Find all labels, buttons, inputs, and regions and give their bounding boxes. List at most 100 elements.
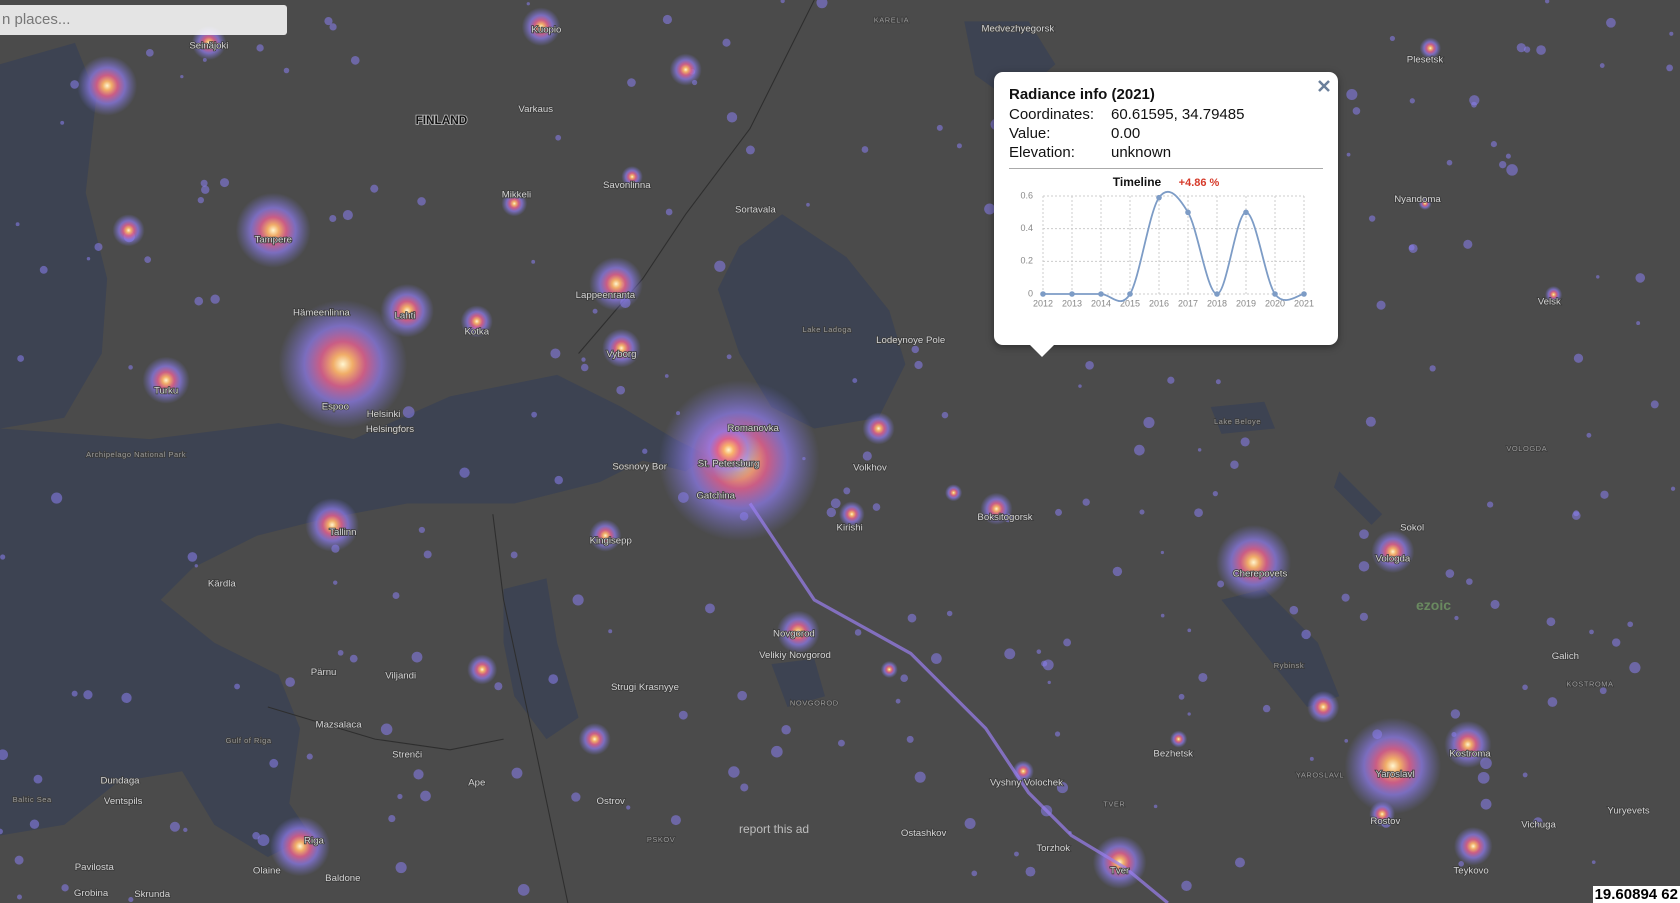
chart-annotation: +4.86 % <box>1179 177 1220 189</box>
light-dot <box>337 649 344 656</box>
light-dot <box>1599 687 1607 695</box>
light-dot <box>418 526 425 534</box>
place-label: Torzhok <box>1036 843 1070 854</box>
light-dot <box>285 677 295 687</box>
light-dot <box>14 855 24 865</box>
place-label: Tallinn <box>329 527 356 538</box>
field-label: Coordinates: <box>1009 106 1095 123</box>
light-dot <box>1480 798 1492 810</box>
light-dot <box>397 793 403 800</box>
light-dot <box>531 411 538 418</box>
light-dot <box>1025 866 1036 877</box>
place-label: Archipelago National Park <box>86 450 186 459</box>
place-label: Vichuga <box>1521 819 1556 830</box>
light-dot <box>1463 239 1473 249</box>
light-dot <box>728 766 740 778</box>
light-dot <box>1516 43 1526 53</box>
light-dot <box>342 210 353 221</box>
light-dot <box>252 831 260 840</box>
light-dot <box>900 674 909 683</box>
city-glow <box>1344 717 1442 815</box>
light-dot <box>616 385 626 395</box>
place-label: FINLAND <box>416 114 468 127</box>
place-label: Boksitogorsk <box>977 512 1032 523</box>
data-point <box>1214 291 1220 297</box>
y-tick-label: 0 <box>1028 288 1033 298</box>
light-dot <box>1666 64 1673 72</box>
place-label: Lahti <box>395 311 416 322</box>
light-dot <box>1629 662 1641 674</box>
light-dot <box>1054 731 1061 737</box>
light-dot <box>1506 164 1518 176</box>
light-dot <box>1573 353 1584 363</box>
close-button[interactable] <box>1316 78 1332 94</box>
light-dot <box>71 690 78 697</box>
popup-tail <box>1030 345 1054 357</box>
light-dot <box>1669 31 1674 36</box>
report-ad-link[interactable]: report this ad <box>739 822 810 836</box>
light-dot <box>626 805 631 810</box>
place-label: PSKOV <box>647 835 675 844</box>
water <box>0 21 1383 857</box>
light-dot <box>550 348 561 359</box>
light-dot <box>1589 629 1594 635</box>
light-dot <box>1490 141 1497 148</box>
place-label: Strugi Krasnyye <box>611 682 679 693</box>
place-label: Strenči <box>392 750 422 761</box>
light-dot <box>1289 605 1299 615</box>
light-dot <box>392 592 400 600</box>
place-label: Gulf of Riga <box>226 736 272 745</box>
x-tick-label: 2019 <box>1236 298 1256 308</box>
place-label: Volkhov <box>853 463 887 474</box>
light-dot <box>1359 529 1369 540</box>
light-dot <box>662 14 673 25</box>
light-dot <box>269 758 279 768</box>
light-dot <box>714 260 726 272</box>
place-label: Pavilosta <box>75 862 115 873</box>
ad-badge[interactable]: ezoic <box>1416 597 1452 613</box>
place-label: Velsk <box>1538 297 1561 308</box>
light-dot <box>180 74 184 79</box>
light-dot <box>1600 490 1609 499</box>
light-dot <box>838 739 845 747</box>
light-dot <box>780 0 785 4</box>
city-glow <box>1453 826 1493 866</box>
light-dot <box>1650 400 1659 409</box>
light-dot <box>781 725 791 735</box>
city-glow <box>880 660 898 679</box>
place-label: Galich <box>1552 651 1579 662</box>
city-glow <box>112 214 145 247</box>
light-dot <box>329 23 337 31</box>
place-label: Riga <box>304 835 324 846</box>
light-dot <box>1368 215 1376 222</box>
city-glow <box>1545 286 1563 304</box>
light-dot <box>511 767 523 779</box>
place-label: Lappeenranta <box>576 290 636 301</box>
light-dot <box>1194 508 1203 518</box>
place-label: Yuryevets <box>1607 805 1649 816</box>
city-glow <box>1419 37 1442 59</box>
light-dot <box>1153 804 1158 809</box>
light-dot <box>0 554 6 560</box>
x-tick-label: 2018 <box>1207 298 1227 308</box>
place-label: NOVGOROD <box>790 699 839 708</box>
x-tick-label: 2017 <box>1178 298 1198 308</box>
light-dot <box>1365 416 1376 427</box>
city-glow <box>776 610 820 654</box>
light-dot <box>51 492 63 504</box>
light-dot <box>17 894 22 900</box>
place-label: Lake Ladoga <box>803 325 852 334</box>
light-dot <box>906 735 914 743</box>
light-dot <box>17 355 25 362</box>
place-label: Vyborg <box>606 349 636 360</box>
light-dot <box>423 550 432 559</box>
data-point <box>1069 291 1075 297</box>
light-dot <box>70 80 79 89</box>
light-dot <box>862 451 872 461</box>
city-glow <box>460 305 493 338</box>
light-dot <box>1409 98 1415 104</box>
search-box[interactable]: n places... <box>0 5 287 35</box>
light-dot <box>1042 659 1054 671</box>
place-label: Ostashkov <box>901 828 947 839</box>
